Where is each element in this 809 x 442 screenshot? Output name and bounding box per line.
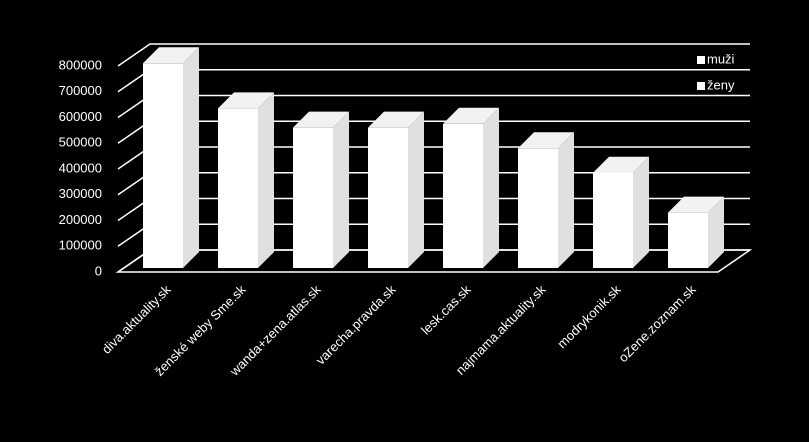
bar-top	[143, 47, 199, 64]
bar	[368, 111, 424, 268]
bar	[443, 107, 499, 268]
bar-side	[408, 111, 424, 268]
bar-front	[443, 123, 483, 268]
y-tick-label: 700000	[59, 83, 102, 98]
bar-side	[183, 47, 199, 268]
bar-top	[668, 196, 724, 213]
legend-swatch	[697, 56, 705, 64]
y-tick-label: 800000	[59, 57, 102, 72]
bar-top	[593, 156, 649, 173]
bar-side	[558, 132, 574, 268]
y-tick-label: 300000	[59, 186, 102, 201]
bar	[518, 132, 574, 268]
bar	[143, 47, 199, 268]
bar-side	[258, 92, 274, 268]
bar-front	[218, 108, 258, 268]
grid-line	[117, 43, 750, 67]
bar	[668, 196, 724, 268]
y-tick-label: 0	[95, 263, 102, 278]
bar	[218, 92, 274, 268]
bar-top	[443, 107, 499, 124]
bar-front	[293, 127, 333, 268]
bar-side	[483, 107, 499, 268]
y-tick-label: 200000	[59, 212, 102, 227]
y-tick-label: 600000	[59, 109, 102, 124]
floor	[115, 249, 753, 273]
bar-front	[518, 148, 558, 268]
legend-label: ženy	[707, 77, 735, 92]
bar-side	[633, 156, 649, 268]
y-tick-label: 500000	[59, 135, 102, 150]
bar	[593, 156, 649, 268]
bar-top	[368, 111, 424, 128]
bar-side	[708, 196, 724, 268]
bar-top	[293, 111, 349, 128]
y-tick-label: 400000	[59, 160, 102, 175]
bar-front	[593, 172, 633, 268]
bar	[293, 111, 349, 268]
bar-side	[333, 111, 349, 268]
legend-swatch	[697, 82, 705, 90]
bar-top	[218, 92, 274, 109]
legend-label: muži	[707, 51, 735, 66]
bar-top	[518, 132, 574, 149]
bar-front	[143, 63, 183, 268]
y-tick-label: 100000	[59, 238, 102, 253]
bar-front	[668, 212, 708, 268]
bar-front	[368, 127, 408, 268]
